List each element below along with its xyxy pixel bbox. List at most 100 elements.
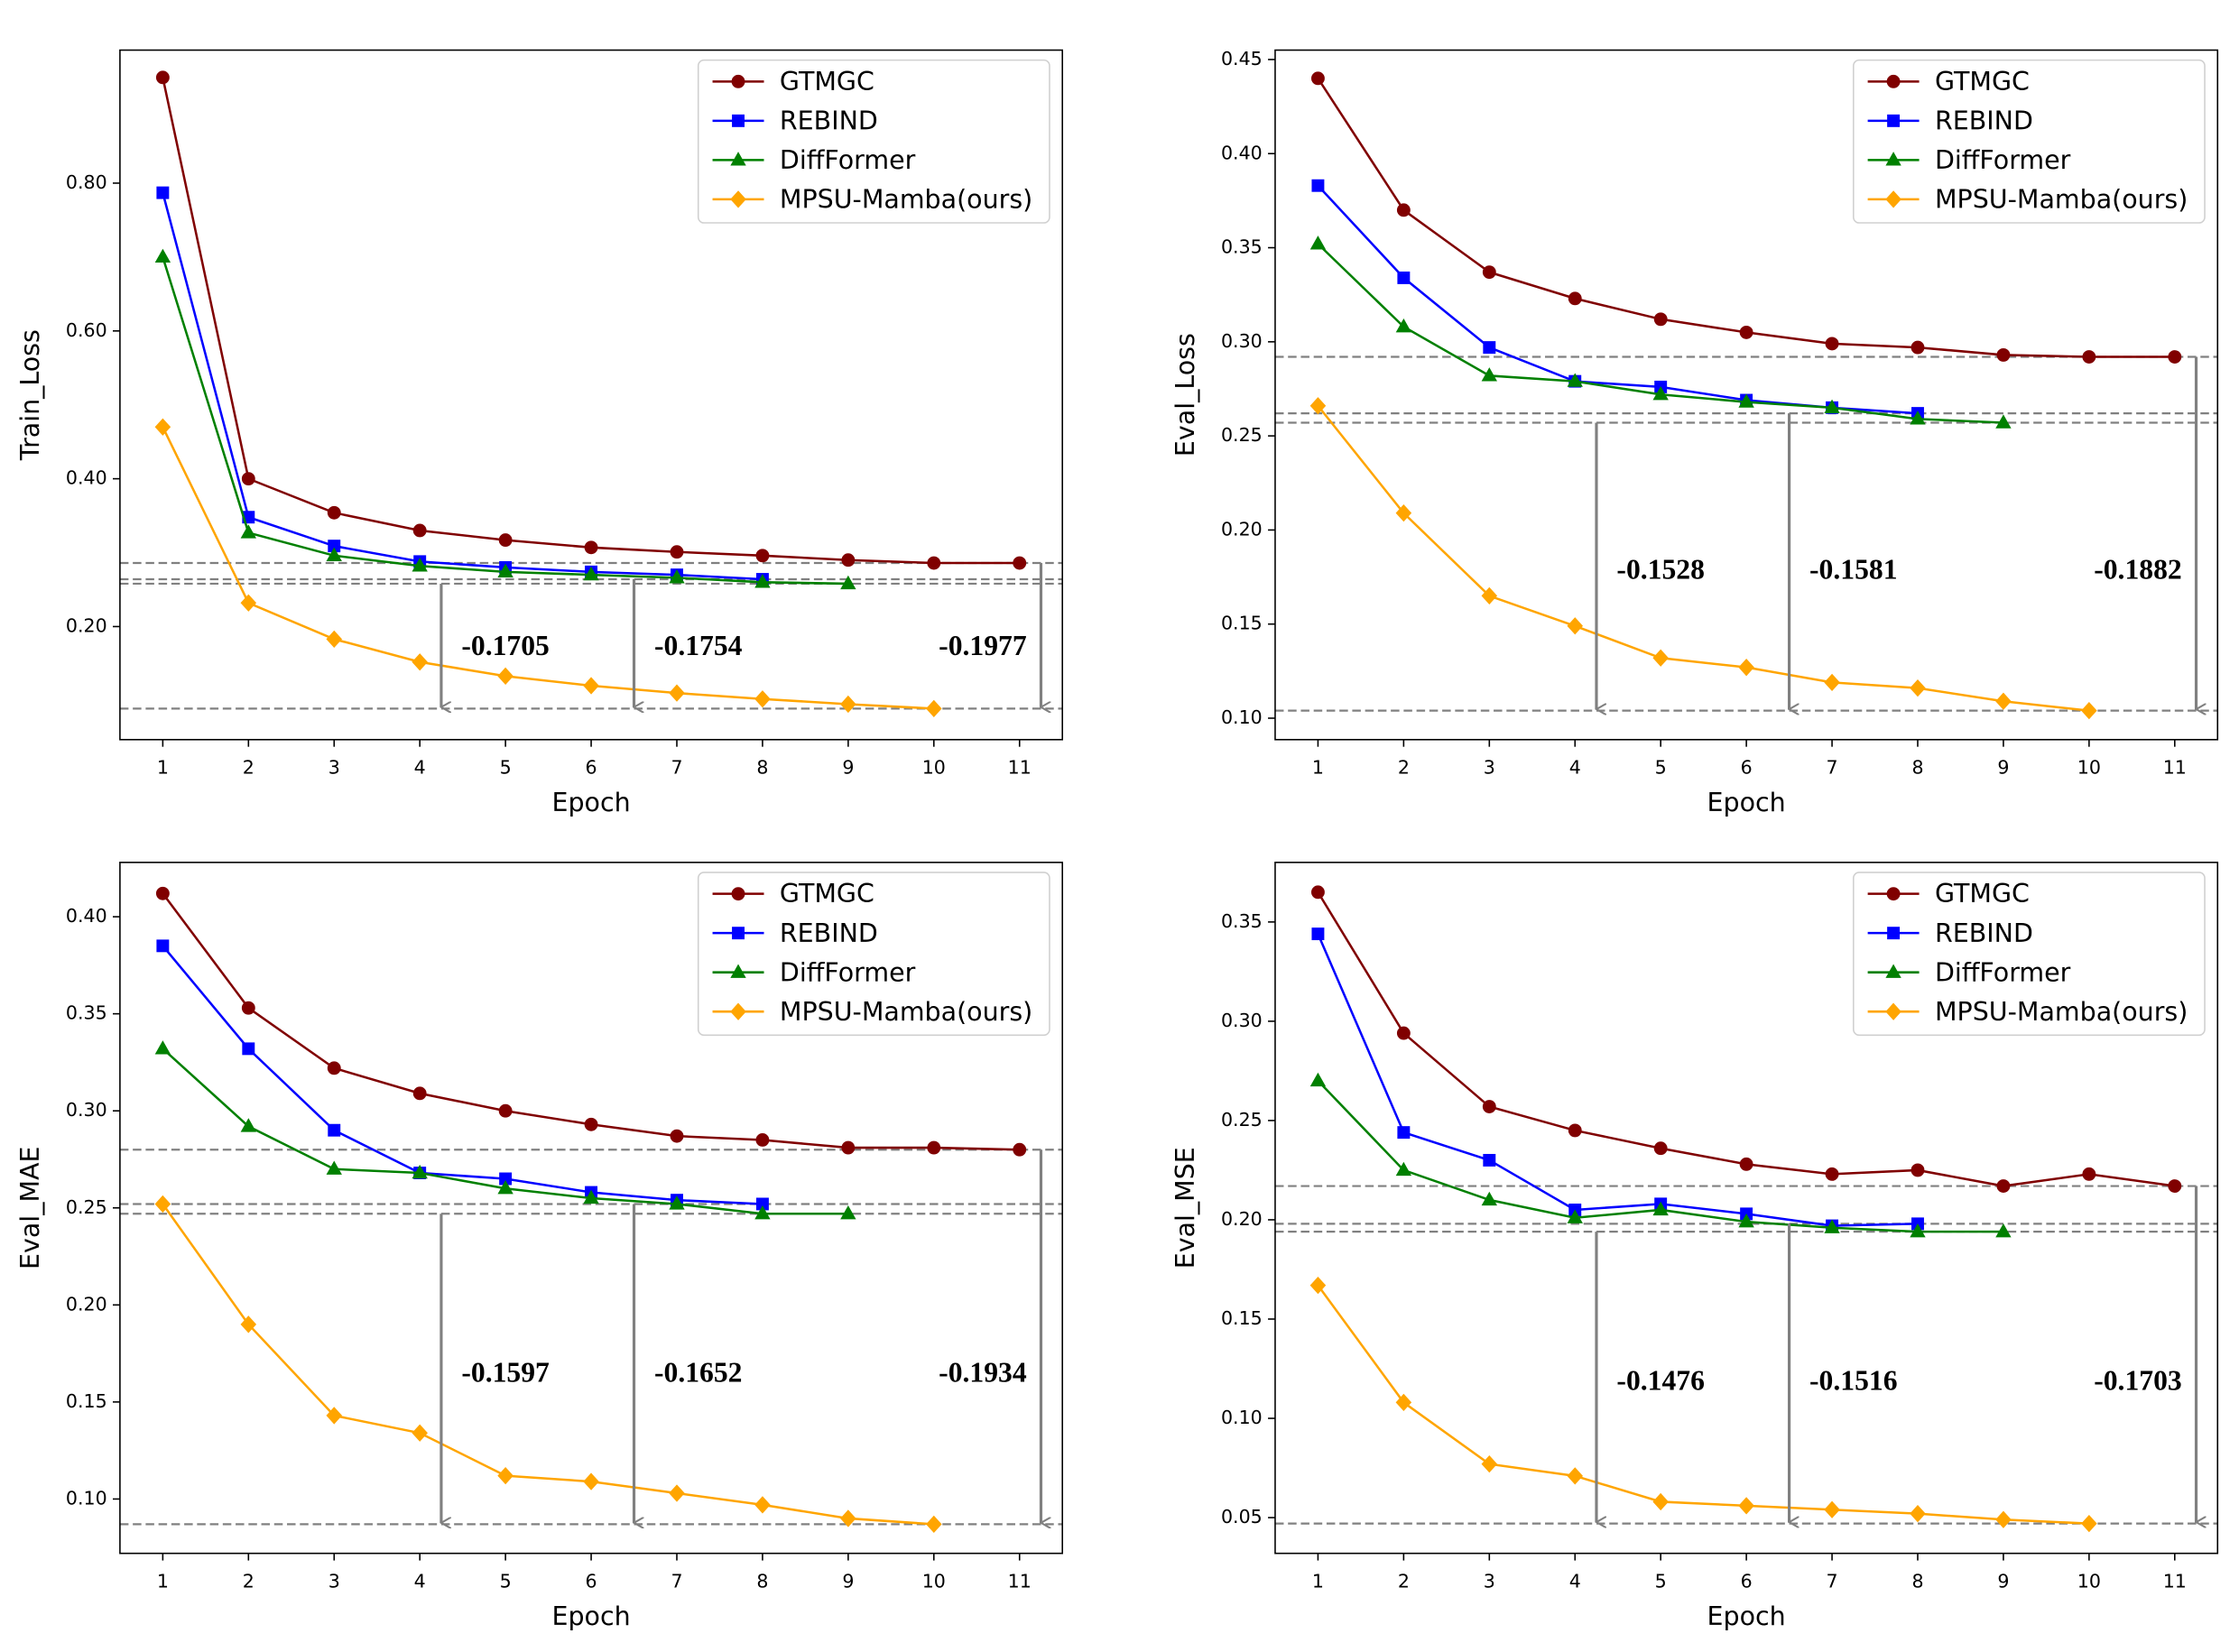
marker [1309, 397, 1327, 415]
x-tick-label: 11 [1008, 1570, 1032, 1592]
y-tick-label: 0.20 [66, 614, 107, 636]
x-tick-label: 8 [1911, 756, 1923, 778]
marker [926, 1515, 942, 1534]
marker [840, 695, 856, 714]
y-tick-label: 0.15 [66, 1390, 107, 1412]
marker [154, 1040, 171, 1055]
marker [1995, 414, 2012, 429]
legend-label: GTMGC [1935, 879, 2030, 909]
marker [1652, 649, 1669, 667]
marker [1910, 411, 1926, 425]
marker [927, 1140, 941, 1155]
legend-marker [1885, 190, 1901, 208]
marker [1013, 556, 1027, 570]
marker [583, 677, 599, 695]
annotation: -0.1934 [939, 1356, 1027, 1388]
x-tick-label: 3 [328, 756, 340, 778]
x-tick-label: 9 [1997, 756, 2009, 778]
y-axis-label: Eval_Loss [1170, 333, 1200, 457]
marker [1911, 1163, 1925, 1177]
y-tick-label: 0.35 [66, 1002, 107, 1024]
x-axis-label: Epoch [1707, 1601, 1786, 1631]
marker [156, 186, 170, 199]
legend-label: REBIND [780, 106, 878, 135]
y-tick-label: 0.15 [1221, 1307, 1263, 1329]
x-tick-label: 2 [243, 756, 254, 778]
marker [412, 1164, 428, 1179]
marker [241, 472, 255, 486]
x-tick-label: 5 [500, 756, 512, 778]
y-tick-label: 0.40 [66, 467, 107, 489]
marker [240, 1315, 257, 1334]
annotation: -0.1705 [461, 630, 550, 661]
marker [669, 1484, 685, 1502]
x-tick-label: 5 [500, 1570, 512, 1592]
y-tick-label: 0.40 [1221, 142, 1263, 163]
y-tick-label: 0.20 [1221, 518, 1263, 540]
x-tick-label: 10 [922, 1570, 946, 1592]
marker [1481, 1454, 1498, 1473]
series-line [1317, 184, 1919, 415]
legend-marker [732, 927, 745, 940]
marker [1568, 291, 1582, 306]
marker [1824, 1219, 1840, 1233]
annotation: -0.1476 [1616, 1365, 1705, 1397]
marker [841, 1140, 856, 1155]
x-tick-label: 1 [157, 756, 169, 778]
marker [583, 1472, 599, 1490]
marker [154, 1195, 171, 1214]
marker [1738, 393, 1754, 408]
legend-marker [730, 190, 746, 208]
x-tick-label: 11 [2163, 756, 2187, 778]
plot-frame [1274, 49, 2219, 741]
marker [1481, 586, 1498, 605]
x-tick-label: 4 [414, 1570, 426, 1592]
marker [412, 523, 427, 538]
marker [412, 558, 428, 572]
marker [754, 574, 771, 588]
x-tick-label: 5 [1655, 756, 1667, 778]
annotation: -0.1597 [461, 1356, 550, 1388]
marker [1652, 1201, 1669, 1216]
marker [1995, 1223, 2012, 1238]
marker [2168, 350, 2182, 364]
series-line [1317, 404, 2089, 712]
y-tick-label: 0.10 [1221, 706, 1263, 728]
marker [497, 1466, 513, 1485]
legend-marker [730, 152, 746, 166]
x-tick-label: 1 [1312, 1570, 1324, 1592]
legend-marker [1886, 887, 1901, 901]
marker [326, 1160, 342, 1175]
marker [1395, 503, 1412, 522]
legend-label: MPSU-Mamba(ours) [780, 184, 1032, 214]
marker [1739, 1157, 1753, 1171]
marker [497, 563, 513, 578]
marker [1481, 367, 1497, 382]
annotation: -0.1516 [1809, 1365, 1898, 1397]
subplot: 0.05 0.10 0.15 0.20 0.25 0.30 0.35 1 2 3 4 5 6 7 8 9 10 1… [1170, 862, 2219, 1631]
annotation: -0.1652 [654, 1356, 743, 1388]
x-tick-label: 6 [1741, 1570, 1753, 1592]
marker [1309, 1072, 1327, 1087]
y-tick-label: 0.60 [66, 319, 107, 341]
y-tick-label: 0.30 [1221, 1010, 1263, 1031]
marker [926, 699, 942, 718]
y-tick-label: 0.30 [1221, 330, 1263, 352]
marker [840, 1509, 856, 1527]
y-tick-label: 0.20 [66, 1293, 107, 1315]
legend-box [1852, 59, 2206, 224]
marker [1910, 678, 1926, 697]
x-tick-label: 9 [1997, 1570, 2009, 1592]
marker [1567, 373, 1583, 387]
y-tick-label: 0.25 [1221, 1109, 1263, 1131]
marker [1996, 1179, 2011, 1193]
series-line [1317, 933, 1919, 1227]
legend-label: GTMGC [780, 67, 874, 97]
marker [412, 1086, 427, 1101]
marker [1483, 1153, 1496, 1167]
x-tick-label: 6 [586, 1570, 597, 1592]
x-tick-label: 9 [842, 1570, 854, 1592]
marker [1738, 1497, 1754, 1515]
legend-label: MPSU-Mamba(ours) [780, 997, 1032, 1027]
marker [927, 556, 941, 570]
